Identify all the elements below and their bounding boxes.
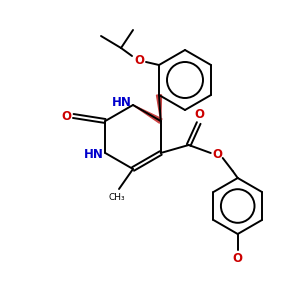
Text: HN: HN (84, 148, 104, 161)
Text: O: O (195, 109, 205, 122)
Text: O: O (61, 110, 71, 122)
Text: CH₃: CH₃ (109, 194, 125, 202)
Text: O: O (233, 251, 243, 265)
Text: O: O (213, 148, 223, 161)
Polygon shape (157, 95, 161, 121)
Text: HN: HN (112, 97, 132, 110)
Polygon shape (133, 105, 162, 123)
Text: O: O (134, 53, 144, 67)
